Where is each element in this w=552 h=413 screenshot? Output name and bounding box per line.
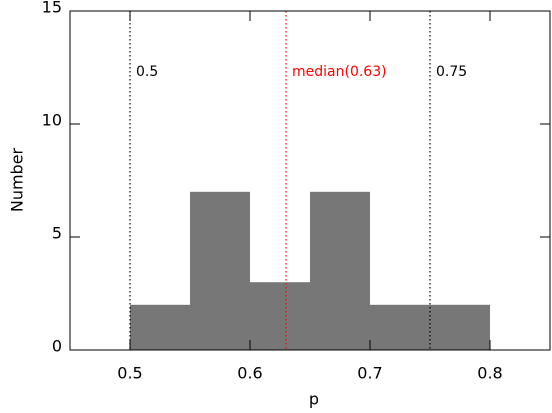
y-axis-label: Number	[8, 147, 27, 212]
y-tick-label: 5	[52, 224, 62, 243]
reference-label: median(0.63)	[292, 64, 387, 80]
bar	[250, 282, 310, 350]
y-tick-label: 0	[52, 337, 62, 356]
bar	[310, 191, 370, 350]
reference-label: 0.5	[136, 64, 158, 80]
plot-frame	[69, 10, 551, 351]
bar	[130, 304, 190, 350]
x-tick-label: 0.7	[357, 364, 382, 383]
reference-label: 0.75	[436, 64, 467, 80]
x-tick-label: 0.8	[477, 364, 502, 383]
x-tick-label: 0.6	[237, 364, 262, 383]
y-tick-label: 15	[42, 0, 62, 17]
x-tick-label: 0.5	[117, 364, 142, 383]
bar	[190, 191, 250, 350]
x-axis-label: p	[309, 390, 319, 409]
bar	[370, 304, 430, 350]
bar	[430, 304, 490, 350]
y-tick-label: 10	[42, 111, 62, 130]
